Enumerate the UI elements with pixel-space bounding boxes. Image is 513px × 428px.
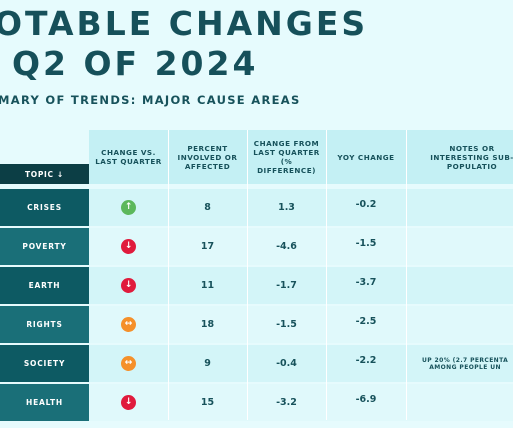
- yoy-cell: -0.2: [355, 199, 377, 210]
- diff-cell: -3.2: [276, 397, 297, 408]
- notes-cell: [422, 228, 513, 265]
- notes-cell: [422, 306, 513, 343]
- table-row: [89, 306, 513, 343]
- topic-sort-button[interactable]: TOPIC ↓: [0, 164, 89, 184]
- notes-cell: UP 20% (2.7 PERCENTA AMONG PEOPLE UN: [422, 356, 509, 371]
- column-divider: [247, 130, 248, 420]
- topic-crises: CRISES: [0, 189, 89, 226]
- topic-poverty: POVERTY: [0, 228, 89, 265]
- change-cell: ↔: [89, 306, 168, 343]
- diff-cell: -0.4: [276, 358, 297, 369]
- column-divider: [406, 130, 407, 420]
- page-subtitle: MARY OF TRENDS: MAJOR CAUSE AREAS: [0, 93, 301, 107]
- yoy-cell: -3.7: [355, 277, 377, 288]
- title-line-2: Q2 OF 2024: [12, 44, 259, 83]
- column-divider: [168, 130, 169, 420]
- notes-cell: [422, 189, 513, 226]
- yoy-cell: -6.9: [355, 394, 377, 405]
- percent-cell: 15: [200, 397, 215, 408]
- change-cell: ↓: [89, 267, 168, 304]
- diff-cell: -1.7: [276, 280, 297, 291]
- diff-cell: -4.6: [276, 241, 297, 252]
- arrow-up-icon: ↑: [121, 200, 136, 215]
- yoy-cell: -1.5: [355, 238, 377, 249]
- diff-cell: 1.3: [278, 202, 295, 213]
- notes-cell: [422, 267, 513, 304]
- percent-cell: 8: [204, 202, 211, 213]
- header-notes: NOTES OR INTERESTING SUB-POPULATIO: [406, 130, 513, 184]
- percent-cell: 9: [204, 358, 211, 369]
- table-row: [89, 345, 513, 382]
- topic-society: SOCIETY: [0, 345, 89, 382]
- arrow-down-icon: ↓: [121, 278, 136, 293]
- change-cell: ↔: [89, 345, 168, 382]
- percent-cell: 11: [200, 280, 215, 291]
- table-row: [89, 228, 513, 265]
- topic-health: HEALTH: [0, 384, 89, 421]
- arrow-left-right-icon: ↔: [121, 317, 136, 332]
- percent-cell: 17: [200, 241, 215, 252]
- arrow-left-right-icon: ↔: [121, 356, 136, 371]
- yoy-cell: -2.2: [355, 355, 377, 366]
- header-percent: PERCENT INVOLVED OR AFFECTED: [168, 130, 247, 184]
- notes-cell: [422, 384, 513, 421]
- title-line-1: OTABLE CHANGES: [0, 4, 369, 43]
- topic-earth: EARTH: [0, 267, 89, 304]
- change-cell: ↑: [89, 189, 168, 226]
- change-cell: ↓: [89, 228, 168, 265]
- column-divider: [326, 130, 327, 420]
- percent-cell: 18: [200, 319, 215, 330]
- trends-table: CHANGE VS. LAST QUARTER PERCENT INVOLVED…: [0, 130, 513, 421]
- change-cell: ↓: [89, 384, 168, 421]
- header-yoy: YOY CHANGE: [326, 130, 406, 184]
- header-diff: CHANGE FROM LAST QUARTER (% DIFFERENCE): [247, 130, 326, 184]
- arrow-down-icon: ↓: [121, 239, 136, 254]
- table-row: [89, 189, 513, 226]
- header-change: CHANGE VS. LAST QUARTER: [89, 130, 168, 184]
- topic-rights: RIGHTS: [0, 306, 89, 343]
- yoy-cell: -2.5: [355, 316, 377, 327]
- page-title: OTABLE CHANGES Q2 OF 2024: [0, 4, 369, 82]
- table-row: [89, 384, 513, 421]
- table-row: [89, 267, 513, 304]
- arrow-down-icon: ↓: [121, 395, 136, 410]
- diff-cell: -1.5: [276, 319, 297, 330]
